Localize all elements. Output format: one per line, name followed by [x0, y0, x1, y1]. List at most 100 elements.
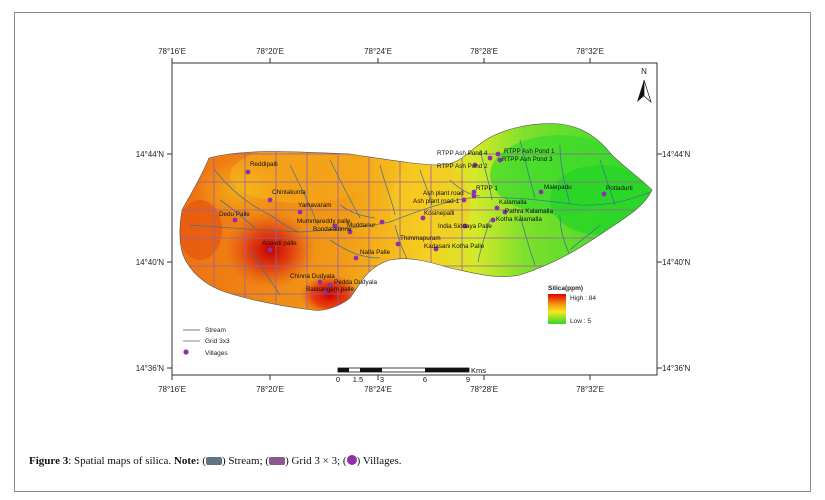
svg-text:9: 9: [466, 375, 470, 384]
village: Chinna Dudyala: [290, 273, 335, 285]
svg-text:Malepadu: Malepadu: [544, 184, 572, 191]
y-tick-label: 14°36'N: [662, 364, 691, 373]
village: India Siddaya Palle: [438, 223, 492, 230]
village-swatch-icon: [346, 455, 357, 465]
svg-text:Kms: Kms: [471, 366, 486, 375]
tick-marks: [167, 58, 662, 380]
svg-text:Kalamalla: Kalamalla: [499, 199, 527, 206]
villages-layer: Reddipalli Chintakunta Yamavaram Dedu Pa…: [219, 148, 633, 295]
village: RTPP Ash Pond 3: [497, 156, 553, 163]
svg-text:RTPP Ash Pond 1: RTPP Ash Pond 1: [504, 148, 555, 155]
silica-legend: Silica(ppm) High : 84 Low : 5: [548, 285, 596, 325]
svg-text:Potladurti: Potladurti: [606, 185, 633, 192]
village: Pedda Dudyala: [327, 279, 378, 288]
y-tick-labels-right: 14°44'N 14°40'N 14°36'N: [662, 150, 691, 373]
village: Thimmapuram: [395, 235, 441, 247]
svg-text:Thimmapuram: Thimmapuram: [400, 235, 441, 242]
svg-text:N: N: [641, 67, 647, 76]
village: Ash plant road: [423, 190, 477, 199]
x-tick-label: 78°16'E: [158, 47, 186, 56]
village: Kotha Kalamalla: [490, 216, 542, 223]
svg-text:Muddanur: Muddanur: [347, 222, 375, 229]
svg-text:Balasingam palle: Balasingam palle: [306, 286, 354, 293]
x-tick-label: 78°28'E: [470, 385, 498, 394]
north-arrow-icon: N: [637, 67, 652, 104]
legend-color-ramp: [548, 294, 566, 324]
caption-villages: Villages.: [362, 455, 402, 467]
svg-text:Nalla Palle: Nalla Palle: [360, 249, 391, 256]
svg-text:Chintakunta: Chintakunta: [272, 189, 306, 196]
village: Ash plant road-1: [413, 197, 467, 205]
stream-network: [189, 139, 651, 296]
village: Nalla Palle: [353, 249, 391, 261]
svg-text:Ash plant road: Ash plant road: [423, 190, 464, 197]
svg-text:Pedda Dudyala: Pedda Dudyala: [334, 279, 378, 286]
village: Kadasani Kotha Palle: [424, 243, 485, 252]
legend-villages: Villages: [205, 350, 228, 357]
village: Muddanur: [347, 219, 385, 229]
svg-text:RTPP Ash Pond 4: RTPP Ash Pond 4: [437, 150, 488, 157]
village: Malepadu: [538, 184, 572, 195]
village: Dedu Palle: [219, 211, 250, 223]
village: Kalamalla: [494, 199, 527, 211]
svg-text:RTPP Ash Pond 2: RTPP Ash Pond 2: [437, 163, 488, 170]
village: RTPP 1: [471, 185, 498, 195]
svg-text:3: 3: [380, 375, 384, 384]
legend-stream: Stream: [205, 327, 226, 334]
y-tick-labels-left: 14°44'N 14°40'N 14°36'N: [136, 150, 165, 373]
caption-stream: Stream;: [228, 455, 263, 467]
svg-text:Araveti palle: Araveti palle: [262, 240, 297, 247]
y-tick-label: 14°40'N: [136, 258, 165, 267]
x-tick-label: 78°32'E: [576, 385, 604, 394]
svg-text:6: 6: [423, 375, 427, 384]
scale-bar: Kms 0 1.5 3 6 9: [336, 366, 486, 384]
x-tick-label: 78°20'E: [256, 385, 284, 394]
svg-text:1.5: 1.5: [353, 375, 363, 384]
y-tick-label: 14°40'N: [662, 258, 691, 267]
x-tick-label: 78°24'E: [364, 47, 392, 56]
y-tick-label: 14°36'N: [136, 364, 165, 373]
svg-text:India Siddaya Palle: India Siddaya Palle: [438, 223, 492, 230]
caption-grid: Grid 3 × 3;: [291, 455, 341, 467]
svg-text:Kadasani Kotha Palle: Kadasani Kotha Palle: [424, 243, 485, 250]
svg-text:Ash plant road-1: Ash plant road-1: [413, 198, 460, 205]
village: RTPP Ash Pond 1: [495, 148, 555, 157]
x-tick-labels-top: 78°16'E 78°20'E 78°24'E 78°28'E 78°32'E: [158, 47, 604, 56]
x-tick-labels-bottom: 78°16'E 78°20'E 78°24'E 78°28'E 78°32'E: [158, 385, 604, 394]
feature-legend: Stream Grid 3x3 Villages: [183, 327, 230, 357]
figure-frame: [14, 12, 811, 492]
village: Mummareddy palle: [297, 218, 351, 229]
village: Balasingam palle: [306, 286, 354, 295]
village: RTPP Ash Pond 4: [437, 150, 493, 161]
legend-low: Low : 5: [570, 318, 591, 325]
village: Chintakunta: [267, 189, 306, 203]
village: Kosinepalli: [420, 210, 454, 221]
caption-note-label: Note:: [173, 455, 200, 467]
svg-text:Kosinepalli: Kosinepalli: [424, 210, 454, 217]
y-tick-label: 14°44'N: [662, 150, 691, 159]
svg-text:Bondaladinne: Bondaladinne: [313, 226, 352, 233]
grid-swatch-icon: [269, 457, 286, 465]
legend-high: High : 84: [570, 295, 596, 302]
stream-swatch-icon: [206, 457, 222, 465]
svg-text:Chinna Dudyala: Chinna Dudyala: [290, 273, 335, 280]
village: Potladurti: [601, 185, 633, 197]
figure-caption: Figure 3: Spatial maps of silica. Note: …: [29, 455, 402, 467]
svg-text:RTPP Ash Pond 3: RTPP Ash Pond 3: [502, 156, 553, 163]
svg-text:RTPP 1: RTPP 1: [476, 185, 498, 192]
village: Pathra Kalamalla: [502, 208, 553, 215]
village: Araveti palle: [262, 240, 297, 253]
svg-text:Reddipalli: Reddipalli: [250, 161, 278, 168]
village: Bondaladinne: [313, 226, 353, 235]
village: Reddipalli: [245, 161, 278, 175]
x-tick-label: 78°20'E: [256, 47, 284, 56]
legend-title: Silica(ppm): [548, 285, 583, 292]
legend-grid: Grid 3x3: [205, 338, 230, 345]
svg-text:0: 0: [336, 375, 340, 384]
x-tick-label: 78°32'E: [576, 47, 604, 56]
svg-text:Kotha Kalamalla: Kotha Kalamalla: [496, 216, 542, 223]
svg-text:Yamavaram: Yamavaram: [298, 202, 331, 209]
x-tick-label: 78°16'E: [158, 385, 186, 394]
caption-text: : Spatial maps of silica.: [68, 455, 172, 467]
